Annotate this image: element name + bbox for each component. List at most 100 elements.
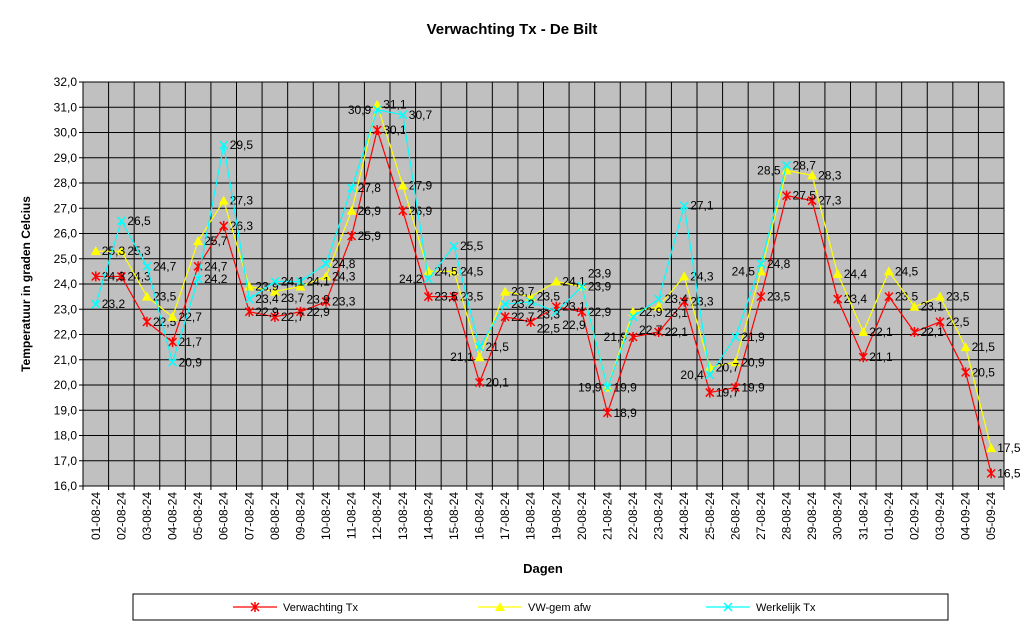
triangle-marker-shape [321, 271, 332, 281]
data-point [295, 306, 305, 317]
data-point [781, 165, 792, 175]
asterisk-marker-shape [398, 205, 408, 216]
x-marker-shape [628, 312, 638, 322]
triangle-marker-shape [167, 311, 178, 321]
asterisk-marker-shape [244, 306, 254, 317]
asterisk-marker-shape [270, 311, 280, 322]
data-point [858, 326, 869, 336]
data-label: 23,3 [332, 295, 356, 309]
data-label: 31,1 [383, 98, 407, 112]
data-point [398, 110, 408, 120]
data-point [960, 342, 971, 352]
y-tick-label: 30,0 [54, 126, 78, 140]
x-marker-shape [475, 342, 485, 352]
data-point [679, 296, 689, 307]
series-vw-gem-afw: 25,3 25,323,522,725,727,323,923,7 23,924,3… [90, 98, 1021, 455]
triangle-marker-shape [832, 268, 843, 278]
legend-label: Werkelijk Tx [756, 602, 816, 614]
data-point [397, 180, 408, 190]
data-point [704, 362, 715, 372]
data-point [884, 291, 894, 302]
data-label: 30,9 [348, 103, 372, 117]
x-marker-shape [321, 259, 331, 269]
data-point [475, 377, 485, 388]
data-label: 21,5 [972, 340, 996, 354]
data-label: 23,5 [434, 290, 458, 304]
data-label: 22,9 [639, 305, 663, 319]
x-tick-label: 06-08-24 [217, 492, 231, 540]
data-label: 21,1 [869, 350, 893, 364]
legend-item: Verwachting Tx [233, 602, 359, 614]
data-point [449, 241, 459, 251]
x-marker-shape [372, 105, 382, 115]
legend-marker [495, 602, 505, 611]
data-point [167, 311, 178, 321]
data-label: 24,5 [895, 264, 919, 278]
data-label: 24,3 [690, 269, 714, 283]
data-point [500, 299, 510, 309]
x-tick-label: 10-08-24 [319, 492, 333, 540]
asterisk-marker-shape [679, 296, 689, 307]
chart-title: Verwachting Tx - De Bilt [427, 21, 598, 38]
data-label: 25,3 [102, 244, 126, 258]
data-label: 24,3 [102, 269, 126, 283]
data-point [526, 297, 536, 307]
asterisk-marker-shape [961, 367, 971, 378]
data-label: 26,9 [409, 204, 433, 218]
data-point [654, 294, 664, 304]
data-point [909, 301, 920, 311]
y-tick-label: 25,0 [54, 252, 78, 266]
x-marker-shape [730, 332, 740, 342]
data-point [782, 160, 792, 170]
data-label: 23,1 [920, 300, 944, 314]
data-point [756, 291, 766, 302]
data-point [372, 124, 382, 135]
x-tick-label: 11-08-24 [345, 492, 359, 539]
triangle-marker-shape [116, 246, 127, 256]
x-tick-label: 19-08-24 [549, 492, 563, 540]
data-point [448, 266, 459, 276]
data-label: 28,7 [793, 158, 817, 172]
x-tick-label: 12-08-24 [370, 492, 384, 540]
data-point [116, 216, 126, 226]
legend-marker [723, 602, 733, 612]
x-tick-label: 22-08-24 [626, 492, 640, 540]
triangle-marker-shape [141, 291, 152, 301]
data-point [986, 468, 996, 479]
x-marker-shape [423, 274, 433, 284]
data-point [91, 299, 101, 309]
data-label: 20,1 [486, 375, 510, 389]
data-point [423, 274, 433, 284]
x-marker-shape [347, 183, 357, 193]
x-tick-label: 15-08-24 [447, 492, 461, 540]
asterisk-marker-shape [602, 407, 612, 418]
data-label: 24,5 [434, 264, 458, 278]
triangle-marker-shape [218, 195, 229, 205]
x-axis-title: Dagen [523, 561, 563, 576]
x-tick-label: 18-08-24 [524, 492, 538, 540]
data-label: 23,1 [665, 306, 689, 320]
asterisk-marker-shape [909, 326, 919, 337]
data-label: 24,3 [332, 269, 356, 283]
data-point [807, 195, 817, 206]
data-point [90, 246, 101, 256]
triangle-marker-shape [448, 266, 459, 276]
asterisk-marker-shape [250, 602, 260, 612]
data-label: 23,5 [153, 290, 177, 304]
triangle-marker-shape [495, 602, 505, 611]
x-tick-label: 13-08-24 [396, 492, 410, 540]
x-tick-label: 03-08-24 [140, 492, 154, 540]
x-tick-label: 26-08-24 [728, 492, 742, 540]
asterisk-marker-shape [347, 231, 357, 242]
y-tick-label: 16,0 [54, 479, 78, 493]
data-label: 22,7 [639, 323, 663, 337]
data-point [935, 291, 946, 301]
triangle-marker-shape [807, 170, 818, 180]
data-point [346, 205, 357, 215]
data-label: 23,4 [844, 292, 868, 306]
data-label: 18,9 [613, 406, 637, 420]
y-tick-label: 31,0 [54, 100, 78, 114]
asterisk-marker-shape [372, 124, 382, 135]
x-marker-shape [705, 370, 715, 380]
data-label: 25,9 [358, 229, 382, 243]
